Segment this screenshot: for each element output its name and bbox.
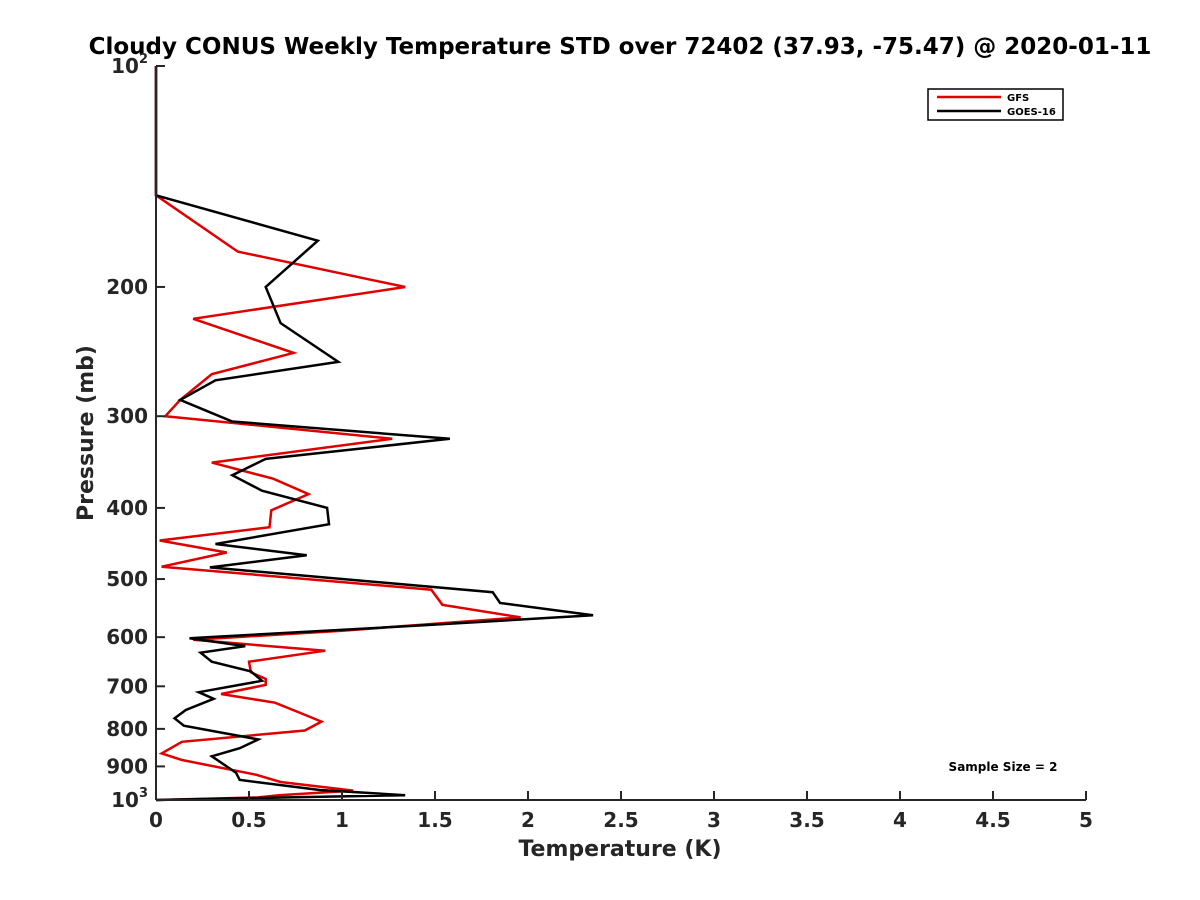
x-tick-label: 3.5 <box>789 808 824 832</box>
y-tick-label: 700 <box>106 674 148 698</box>
x-axis-label: Temperature (K) <box>518 837 721 862</box>
y-tick-label: 103 <box>111 786 148 812</box>
legend-label-gfs: GFS <box>1007 93 1029 104</box>
legend-box <box>927 88 1064 121</box>
x-tick-label: 4 <box>893 808 907 832</box>
x-ticks: 0 0.5 1 1.5 2 2.5 3 3.5 4 4.5 5 <box>149 791 1093 832</box>
x-tick-label: 1 <box>335 808 349 832</box>
legend: GFS GOES-16 <box>927 88 1064 121</box>
series-line-goes-16 <box>154 66 594 802</box>
x-tick-label: 1.5 <box>417 808 452 832</box>
y-tick-label: 102 <box>111 52 148 78</box>
y-ticks: 102 200 300 400 500 600 700 800 900 103 <box>106 52 165 812</box>
x-tick-label: 4.5 <box>975 808 1010 832</box>
y-tick-label: 900 <box>106 754 148 778</box>
y-tick-label: 600 <box>106 625 148 649</box>
x-tick-label: 5 <box>1079 808 1093 832</box>
x-tick-label: 0 <box>149 808 163 832</box>
legend-label-goes16: GOES-16 <box>1007 107 1056 118</box>
y-tick-label: 500 <box>106 567 148 591</box>
y-tick-label: 800 <box>106 717 148 741</box>
x-tick-label: 2.5 <box>603 808 638 832</box>
x-tick-label: 3 <box>707 808 721 832</box>
y-axis-label: Pressure (mb) <box>74 345 99 521</box>
y-tick-label: 400 <box>106 496 148 520</box>
sample-size-note: Sample Size = 2 <box>949 760 1058 774</box>
x-tick-label: 0.5 <box>231 808 266 832</box>
y-tick-label: 200 <box>106 275 148 299</box>
y-tick-label: 300 <box>106 404 148 428</box>
chart-title: Cloudy CONUS Weekly Temperature STD over… <box>89 34 1152 60</box>
series-layer <box>154 66 594 802</box>
x-tick-label: 2 <box>521 808 535 832</box>
